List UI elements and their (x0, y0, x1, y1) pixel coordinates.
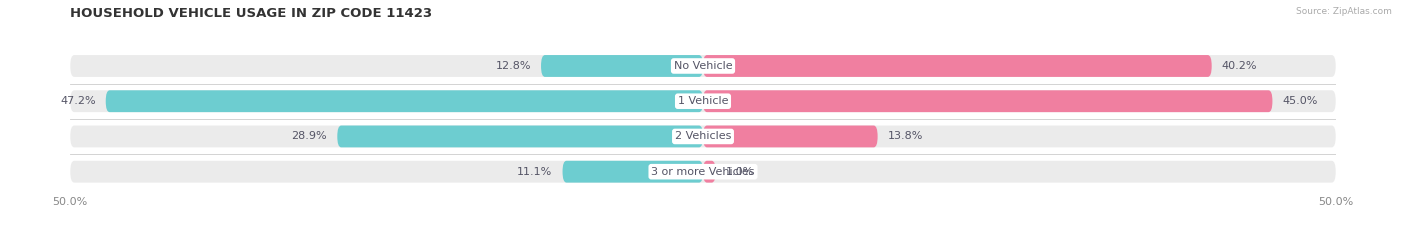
FancyBboxPatch shape (703, 161, 716, 183)
Text: 11.1%: 11.1% (517, 167, 553, 177)
FancyBboxPatch shape (70, 90, 1336, 112)
Text: 3 or more Vehicles: 3 or more Vehicles (651, 167, 755, 177)
FancyBboxPatch shape (703, 90, 1272, 112)
Text: 13.8%: 13.8% (887, 131, 924, 141)
FancyBboxPatch shape (562, 161, 703, 183)
Text: HOUSEHOLD VEHICLE USAGE IN ZIP CODE 11423: HOUSEHOLD VEHICLE USAGE IN ZIP CODE 1142… (70, 7, 433, 20)
Text: Source: ZipAtlas.com: Source: ZipAtlas.com (1296, 7, 1392, 16)
Text: 47.2%: 47.2% (60, 96, 96, 106)
FancyBboxPatch shape (105, 90, 703, 112)
Text: No Vehicle: No Vehicle (673, 61, 733, 71)
FancyBboxPatch shape (541, 55, 703, 77)
FancyBboxPatch shape (70, 161, 1336, 183)
Text: 28.9%: 28.9% (291, 131, 328, 141)
Text: 45.0%: 45.0% (1282, 96, 1317, 106)
Text: 12.8%: 12.8% (495, 61, 531, 71)
Text: 2 Vehicles: 2 Vehicles (675, 131, 731, 141)
Text: 1.0%: 1.0% (725, 167, 754, 177)
Text: 1 Vehicle: 1 Vehicle (678, 96, 728, 106)
FancyBboxPatch shape (703, 55, 1212, 77)
FancyBboxPatch shape (703, 126, 877, 147)
Text: 40.2%: 40.2% (1222, 61, 1257, 71)
FancyBboxPatch shape (70, 55, 1336, 77)
FancyBboxPatch shape (337, 126, 703, 147)
FancyBboxPatch shape (70, 126, 1336, 147)
